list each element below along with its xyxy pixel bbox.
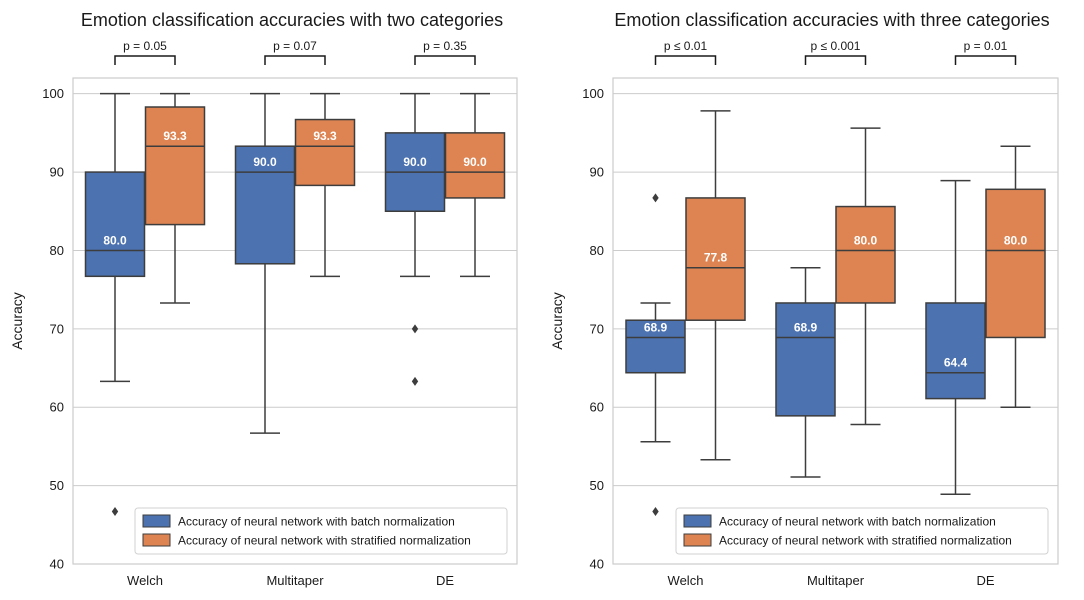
outlier-point bbox=[411, 376, 419, 386]
outlier-point bbox=[411, 324, 419, 334]
p-value-label: p = 0.01 bbox=[964, 39, 1008, 53]
y-tick-label: 80 bbox=[50, 243, 64, 258]
median-label: 64.4 bbox=[944, 356, 968, 370]
outlier-point bbox=[652, 506, 659, 516]
y-tick-label: 70 bbox=[590, 321, 604, 336]
y-tick-label: 50 bbox=[50, 478, 64, 493]
box-iqr bbox=[625, 319, 686, 374]
box-plot-stratified-multitaper: 93.3 bbox=[294, 92, 356, 278]
y-tick-label: 50 bbox=[590, 478, 604, 493]
legend-entry: Accuracy of neural network with stratifi… bbox=[719, 534, 1012, 548]
legend: Accuracy of neural network with batch no… bbox=[134, 507, 508, 555]
median-label: 90.0 bbox=[463, 155, 487, 169]
y-tick-label: 60 bbox=[590, 400, 604, 415]
y-tick-label: 40 bbox=[50, 557, 64, 572]
box-iqr bbox=[444, 132, 506, 199]
x-tick-label: Multitaper bbox=[266, 573, 324, 588]
box-iqr bbox=[84, 171, 146, 278]
legend-entry: Accuracy of neural network with batch no… bbox=[178, 515, 455, 529]
legend-swatch-stratified bbox=[683, 533, 712, 547]
chart-title: Emotion classification accuracies with t… bbox=[614, 10, 1049, 30]
legend-entry: Accuracy of neural network with batch no… bbox=[719, 515, 996, 529]
p-value-bracket bbox=[114, 55, 176, 65]
legend-frame bbox=[675, 507, 1049, 555]
legend-swatch-batch bbox=[142, 514, 171, 528]
median-label: 80.0 bbox=[854, 233, 878, 247]
p-value-bracket bbox=[414, 55, 476, 65]
p-value-bracket bbox=[654, 55, 717, 65]
x-tick-label: DE bbox=[976, 573, 994, 588]
x-tick-label: Multitaper bbox=[807, 573, 865, 588]
p-value-label: p ≤ 0.001 bbox=[811, 39, 861, 53]
p-value-label: p = 0.05 bbox=[123, 39, 167, 53]
median-label: 68.9 bbox=[644, 320, 668, 334]
chart-panel-three-categories: 40 50 60 70 80 90 100 Emotion classification ac… bbox=[549, 10, 1059, 588]
outlier-point bbox=[111, 506, 119, 516]
median-label: 90.0 bbox=[403, 155, 427, 169]
p-value-label: p = 0.07 bbox=[273, 39, 317, 53]
box-iqr bbox=[144, 106, 206, 226]
plot-frame bbox=[612, 77, 1059, 565]
box-iqr bbox=[294, 118, 356, 187]
box-iqr bbox=[835, 205, 896, 304]
box-iqr bbox=[925, 302, 986, 400]
box-plot-stratified-welch: 77.8 bbox=[685, 110, 746, 461]
y-tick-label: 90 bbox=[50, 165, 64, 180]
box-iqr bbox=[775, 302, 836, 417]
p-value-label: p ≤ 0.01 bbox=[664, 39, 708, 53]
legend-frame bbox=[134, 507, 508, 555]
legend: Accuracy of neural network with batch no… bbox=[675, 507, 1049, 555]
p-value-bracket bbox=[954, 55, 1017, 65]
chart-panel-two-categories: 40 50 60 70 80 90 100 Emotion classification ac… bbox=[9, 10, 518, 588]
box-plot-stratified-multitaper: 80.0 bbox=[835, 127, 896, 426]
legend-entry: Accuracy of neural network with stratifi… bbox=[178, 534, 471, 548]
plot-frame bbox=[72, 77, 518, 565]
x-tick-label: Welch bbox=[668, 573, 704, 588]
p-value-bracket bbox=[264, 55, 326, 65]
box-plot-stratified-de: 90.0 bbox=[444, 92, 506, 278]
y-tick-label: 40 bbox=[590, 557, 604, 572]
legend-swatch-batch bbox=[683, 514, 712, 528]
y-axis-label: Accuracy bbox=[549, 292, 565, 350]
x-tick-label: Welch bbox=[127, 573, 163, 588]
box-plot-batch-welch: 68.9 bbox=[625, 193, 686, 516]
chart-title: Emotion classification accuracies with t… bbox=[81, 10, 503, 30]
box-plot-stratified-welch: 93.3 bbox=[144, 92, 206, 304]
box-plot-batch-multitaper: 90.0 bbox=[234, 92, 296, 434]
y-tick-label: 70 bbox=[50, 321, 64, 336]
outlier-point bbox=[652, 193, 659, 203]
median-label: 93.3 bbox=[163, 129, 187, 143]
median-label: 80.0 bbox=[1004, 233, 1028, 247]
box-plot-batch-welch: 80.0 bbox=[84, 92, 146, 516]
y-axis-label: Accuracy bbox=[9, 292, 25, 350]
p-value-label: p = 0.35 bbox=[423, 39, 467, 53]
p-value-bracket bbox=[804, 55, 867, 65]
y-tick-label: 100 bbox=[42, 86, 64, 101]
median-label: 93.3 bbox=[313, 129, 337, 143]
median-label: 77.8 bbox=[704, 251, 728, 265]
y-tick-label: 100 bbox=[582, 86, 604, 101]
y-tick-label: 80 bbox=[590, 243, 604, 258]
box-iqr bbox=[234, 145, 296, 265]
box-iqr bbox=[685, 197, 746, 321]
x-tick-label: DE bbox=[436, 573, 454, 588]
y-tick-label: 90 bbox=[590, 165, 604, 180]
box-plot-batch-multitaper: 68.9 bbox=[775, 266, 836, 478]
legend-swatch-stratified bbox=[142, 533, 171, 547]
median-label: 68.9 bbox=[794, 320, 818, 334]
box-plot-batch-de: 90.0 bbox=[384, 92, 446, 386]
y-tick-label: 60 bbox=[50, 400, 64, 415]
median-label: 80.0 bbox=[103, 233, 127, 247]
box-plot-stratified-de: 80.0 bbox=[985, 145, 1046, 408]
median-label: 90.0 bbox=[253, 155, 277, 169]
box-iqr bbox=[985, 188, 1046, 339]
box-plot-batch-de: 64.4 bbox=[925, 179, 986, 495]
